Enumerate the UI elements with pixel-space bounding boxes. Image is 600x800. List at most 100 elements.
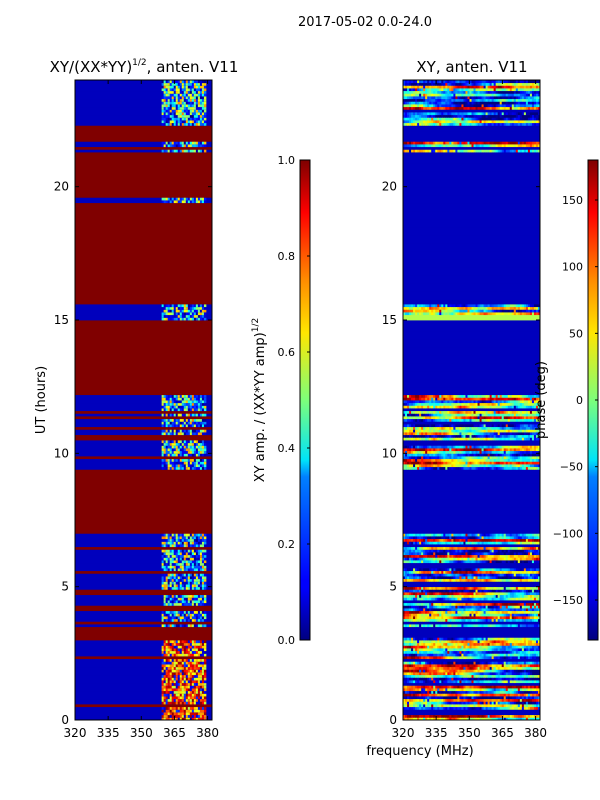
heatmap-cell: [161, 688, 165, 692]
heatmap-cell: [177, 712, 181, 716]
heatmap-cell: [197, 400, 201, 404]
heatmap-cell: [483, 664, 487, 668]
heatmap-cell: [421, 664, 424, 668]
heatmap-cell: [165, 109, 169, 113]
heatmap-cell: [447, 696, 450, 700]
heatmap-cell: [435, 704, 438, 708]
heatmap-cell: [161, 666, 165, 670]
heatmap-cell: [187, 690, 191, 694]
heatmap-cell: [165, 445, 169, 449]
heatmap-cell: [195, 685, 199, 689]
heatmap-cell: [183, 698, 187, 702]
heatmap-cell: [479, 661, 482, 665]
heatmap-cell: [195, 594, 199, 598]
heatmap-cell: [181, 400, 185, 404]
heatmap-cell: [191, 554, 195, 558]
heatmap-cell: [405, 696, 408, 700]
heatmap-cell: [197, 533, 201, 537]
heatmap-cell: [177, 653, 181, 657]
heatmap-cell: [189, 709, 193, 713]
heatmap-cell: [489, 637, 493, 641]
heatmap-cell: [185, 610, 189, 614]
heatmap-cell: [169, 688, 173, 692]
heatmap-cell: [165, 88, 169, 92]
heatmap-cell: [191, 440, 195, 444]
heatmap-cell: [465, 637, 468, 641]
heatmap-cell: [431, 664, 434, 668]
heatmap-cell: [177, 680, 181, 684]
heatmap-cell: [421, 645, 424, 649]
heatmap-cell: [189, 677, 193, 681]
heatmap-cell: [177, 450, 181, 454]
heatmap-cell: [181, 698, 185, 702]
heatmap-cell: [75, 525, 212, 529]
heatmap-cell: [467, 637, 470, 641]
heatmap-cell: [189, 688, 193, 692]
heatmap-cell: [75, 272, 212, 276]
heatmap-cell: [195, 149, 199, 153]
heatmap-cell: [403, 618, 406, 622]
heatmap-cell: [403, 714, 406, 718]
heatmap-cell: [479, 677, 482, 681]
heatmap-cell: [405, 669, 408, 673]
heatmap-cell: [169, 448, 173, 452]
heatmap-cell: [475, 637, 478, 641]
heatmap-cell: [193, 578, 197, 582]
heatmap-cell: [177, 424, 181, 428]
heatmap-cell: [407, 653, 410, 657]
heatmap-cell: [425, 669, 428, 673]
heatmap-cell: [477, 690, 480, 694]
heatmap-cell: [425, 693, 428, 697]
heatmap-cell: [181, 714, 185, 718]
heatmap-cell: [535, 690, 539, 694]
heatmap-cell: [191, 144, 195, 148]
heatmap-cell: [195, 714, 199, 718]
heatmap-cell: [531, 714, 535, 718]
heatmap-row: [75, 522, 212, 526]
heatmap-cell: [499, 714, 503, 718]
heatmap-cell: [169, 114, 173, 118]
heatmap-cell: [75, 472, 212, 476]
heatmap-cell: [169, 461, 173, 465]
heatmap-cell: [503, 706, 507, 710]
heatmap-cell: [171, 461, 175, 465]
heatmap-cell: [165, 666, 169, 670]
heatmap-cell: [419, 618, 422, 622]
heatmap-cell: [201, 88, 205, 92]
heatmap-cell: [513, 653, 517, 657]
heatmap-cell: [185, 93, 189, 97]
heatmap-cell: [175, 109, 179, 113]
heatmap-cell: [523, 642, 527, 646]
heatmap-cell: [479, 696, 482, 700]
heatmap-cell: [183, 306, 187, 310]
heatmap-cell: [493, 666, 497, 670]
heatmap-cell: [509, 653, 513, 657]
heatmap-cell: [529, 690, 533, 694]
heatmap-cell: [423, 698, 426, 702]
heatmap-cell: [75, 186, 212, 190]
heatmap-cell: [179, 696, 183, 700]
heatmap-cell: [177, 672, 181, 676]
heatmap-cell: [469, 661, 472, 665]
heatmap-cell: [167, 573, 171, 577]
heatmap-cell: [415, 704, 418, 708]
heatmap-cell: [167, 677, 171, 681]
heatmap-cell: [165, 672, 169, 676]
heatmap-cell: [405, 650, 408, 654]
heatmap-cell: [199, 448, 203, 452]
heatmap-cell: [177, 117, 181, 121]
heatmap-cell: [451, 616, 454, 620]
heatmap-cell: [459, 637, 462, 641]
heatmap-cell: [467, 656, 470, 660]
heatmap-cell: [193, 122, 197, 126]
heatmap-cell: [195, 104, 199, 108]
heatmap-cell: [505, 677, 509, 681]
heatmap-cell: [183, 429, 187, 433]
heatmap-cell: [173, 120, 177, 124]
heatmap-cell: [455, 714, 458, 718]
heatmap-cell: [439, 616, 442, 620]
heatmap-cell: [183, 85, 187, 89]
heatmap-cell: [471, 701, 474, 705]
heatmap-cell: [193, 552, 197, 556]
heatmap-cell: [197, 706, 201, 710]
